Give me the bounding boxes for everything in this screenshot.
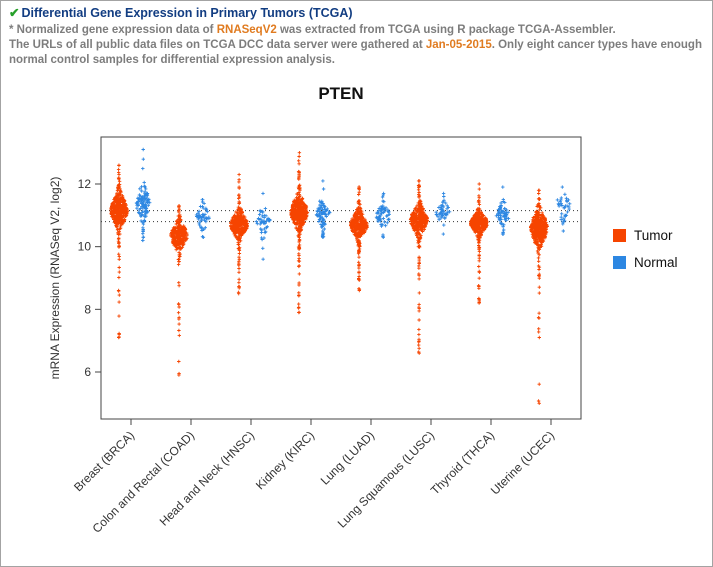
- svg-text:10: 10: [78, 240, 92, 254]
- svg-text:8: 8: [84, 303, 91, 317]
- svg-text:Thyroid (THCA): Thyroid (THCA): [428, 429, 497, 498]
- note2-highlight: Jan-05-2015: [425, 38, 492, 51]
- svg-text:PTEN: PTEN: [318, 84, 363, 103]
- svg-text:Tumor: Tumor: [634, 228, 673, 243]
- svg-text:Breast (BRCA): Breast (BRCA): [71, 429, 137, 495]
- svg-text:Uterine (UCEC): Uterine (UCEC): [488, 429, 557, 498]
- svg-text:Kidney (KIRC): Kidney (KIRC): [253, 429, 317, 493]
- svg-text:Colon and Rectal (COAD): Colon and Rectal (COAD): [90, 429, 198, 537]
- svg-text:Normal: Normal: [634, 255, 678, 270]
- svg-text:6: 6: [84, 365, 91, 379]
- note2-prefix: The URLs of all public data files on TCG…: [9, 38, 426, 51]
- svg-text:mRNA Expression (RNASeq V2, lo: mRNA Expression (RNASeq V2, log2): [48, 177, 62, 380]
- note2-suffix: . Only eight cancer types have enough no…: [9, 38, 702, 66]
- title-line: ✔ Differential Gene Expression in Primary…: [9, 6, 704, 22]
- expression-chart-svg: PTEN 6 8 10 12 mRNA Expression (RNASeq V2, lo…: [48, 84, 678, 537]
- check-icon: ✔: [9, 6, 20, 20]
- svg-text:12: 12: [78, 177, 92, 191]
- note1-prefix: * Normalized gene expression data of: [9, 23, 217, 36]
- svg-text:Lung (LUAD): Lung (LUAD): [318, 429, 377, 488]
- page-title: Differential Gene Expression in Primary …: [21, 6, 353, 20]
- note-line-1: * Normalized gene expression data of RNA…: [9, 23, 704, 38]
- chart: PTEN 6 8 10 12 mRNA Expression (RNASeq V2, lo…: [1, 67, 712, 562]
- note-line-2: The URLs of all public data files on TCG…: [9, 38, 704, 68]
- note-text: * Normalized gene expression data of RNA…: [9, 23, 704, 68]
- svg-text:Lung Squamous (LUSC): Lung Squamous (LUSC): [335, 429, 437, 531]
- note1-highlight: RNASeqV2: [216, 23, 277, 36]
- note1-suffix: was extracted from TCGA using R package …: [276, 23, 616, 36]
- header: ✔ Differential Gene Expression in Primary…: [1, 1, 712, 67]
